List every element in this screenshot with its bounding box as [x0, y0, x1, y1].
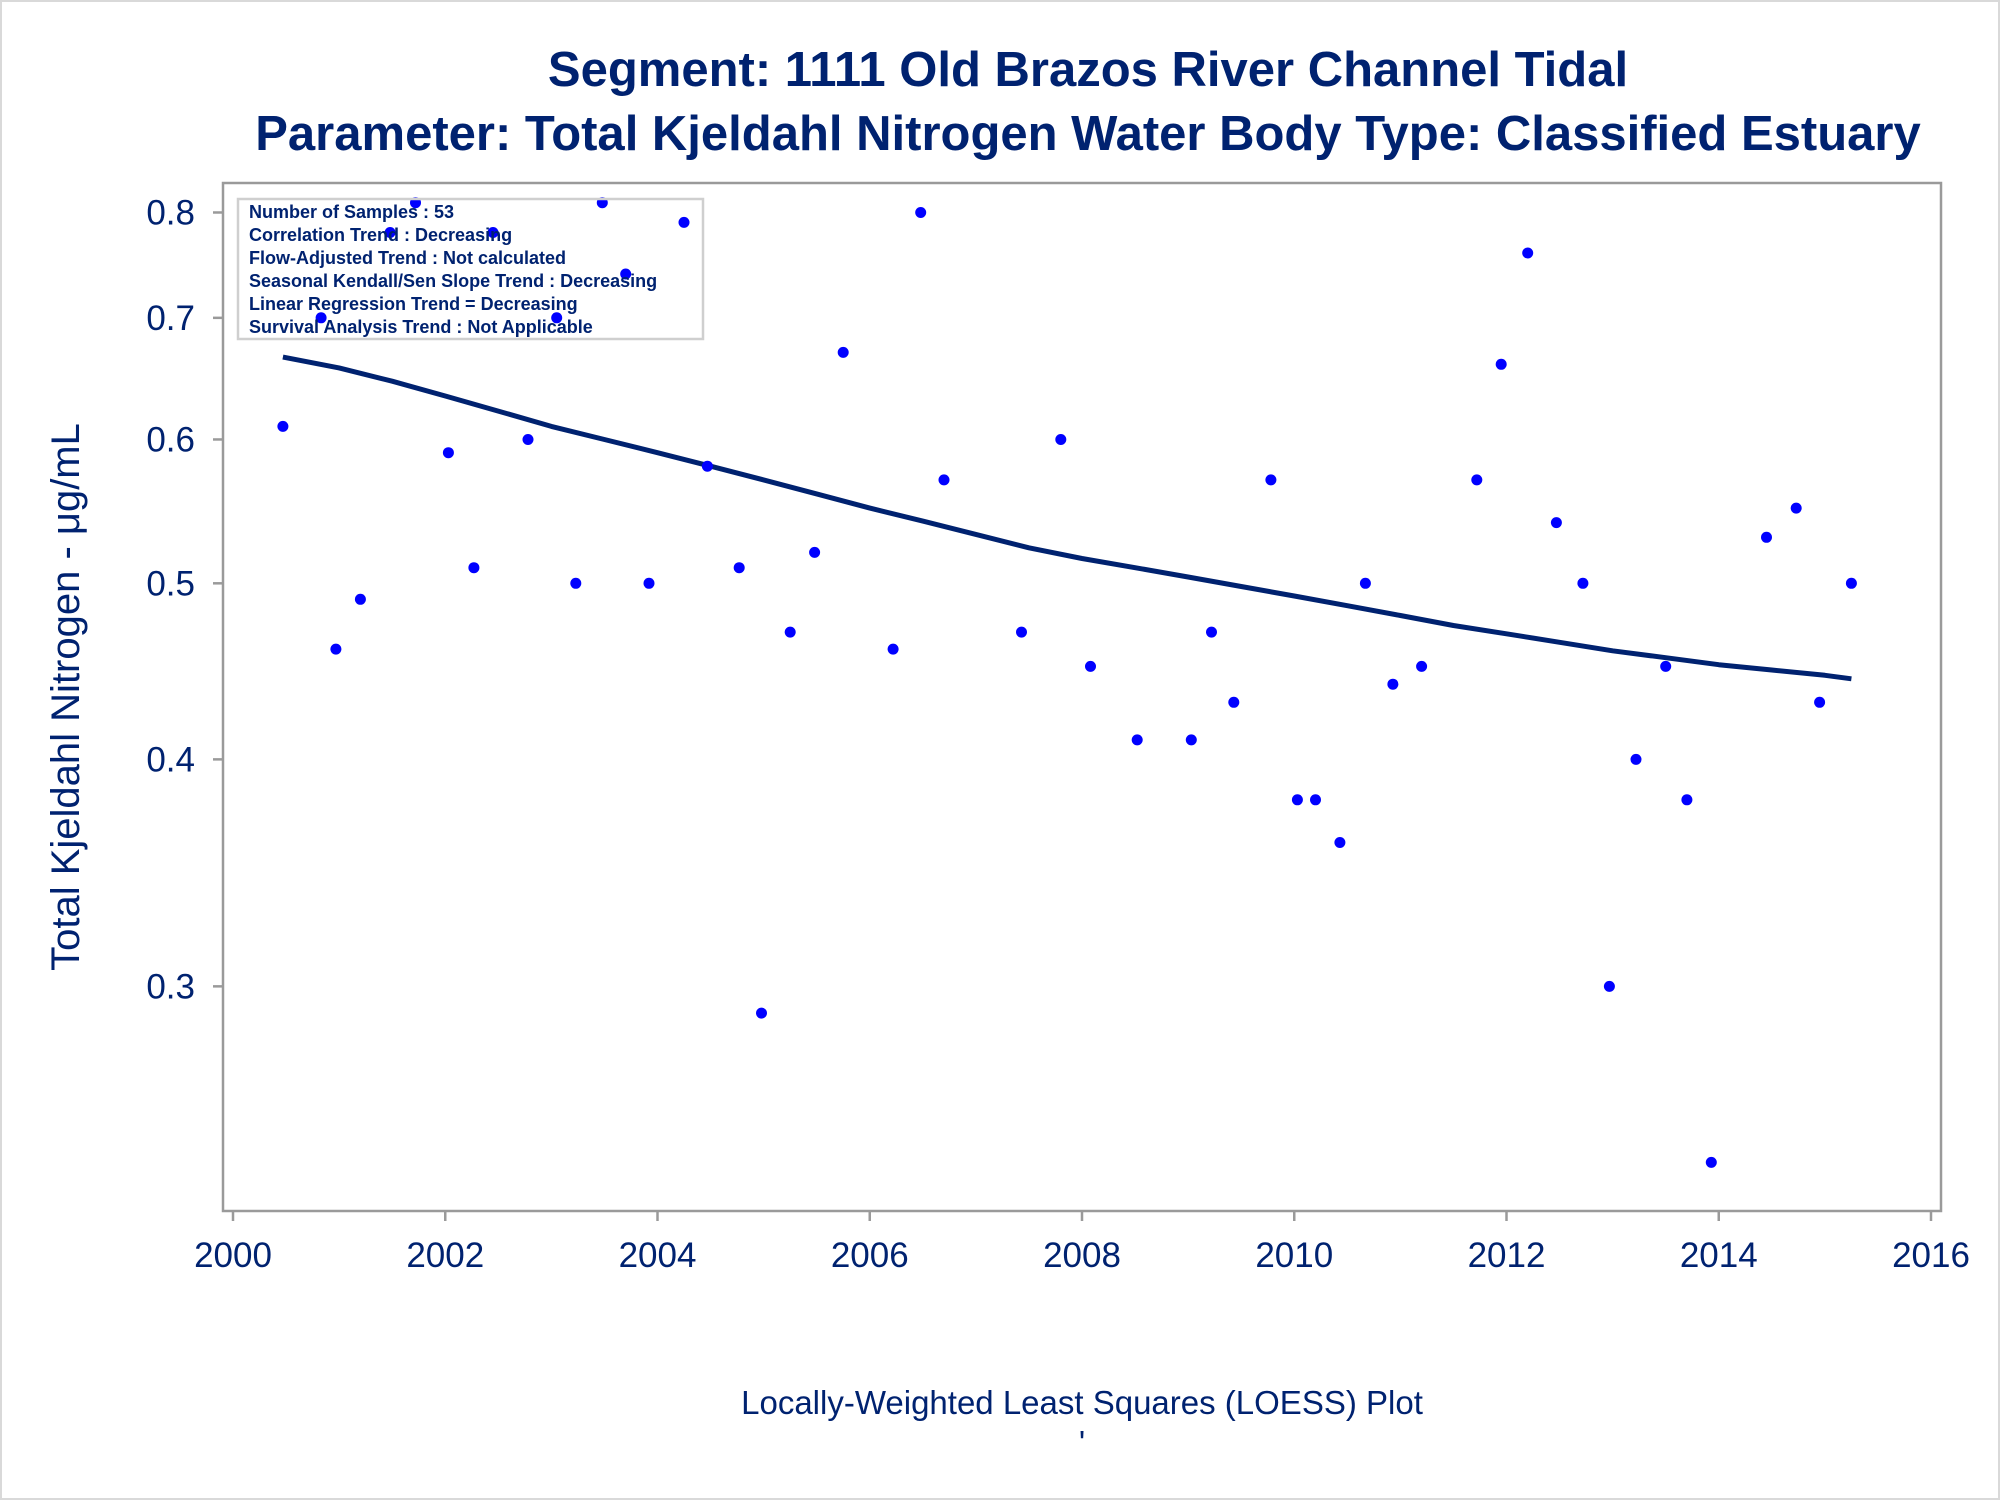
data-point: [1790, 502, 1802, 514]
data-point: [1131, 734, 1143, 746]
y-tick-label: 0.3: [146, 967, 195, 1006]
info-box-line: Number of Samples : 53: [249, 202, 454, 222]
data-point: [330, 643, 342, 655]
x-axis: 2000 2002 2004 2006 2008 2010 2012 2014 2016: [194, 1211, 1970, 1275]
data-point: [1016, 626, 1027, 638]
data-point: [1359, 577, 1371, 589]
data-point: [1550, 517, 1562, 529]
data-point: [1206, 626, 1217, 638]
data-point: [784, 626, 796, 638]
loess-curve: [282, 354, 1852, 682]
data-point: [522, 434, 534, 445]
data-point: [1814, 696, 1826, 708]
plot-area-frame: [221, 181, 1943, 1213]
data-point: [887, 643, 899, 655]
data-point: [938, 474, 950, 486]
data-point: [1577, 577, 1589, 589]
data-point: [809, 546, 821, 558]
data-point: [315, 312, 327, 324]
data-point: [1495, 358, 1507, 370]
data-point: [1291, 794, 1303, 806]
data-point: [1387, 678, 1399, 690]
y-tick-label: 0.5: [146, 564, 195, 603]
data-point: [277, 420, 289, 432]
data-point: [1603, 980, 1615, 992]
data-point: [1681, 794, 1693, 806]
data-point: [487, 227, 499, 238]
x-tick-label: 2016: [1892, 1236, 1970, 1275]
data-point: [442, 447, 454, 459]
data-point: [1630, 753, 1642, 765]
x-tick-label: 2010: [1255, 1236, 1333, 1275]
data-point: [643, 577, 655, 589]
data-point: [733, 562, 745, 574]
data-point: [1660, 660, 1672, 672]
y-axis: 0.3 0.4 0.5 0.6 0.7 0.8: [146, 193, 223, 1006]
data-point: [837, 346, 849, 358]
x-tick-label: 2014: [1680, 1236, 1758, 1275]
data-point: [1761, 531, 1772, 543]
data-point: [1705, 1156, 1717, 1168]
data-point: [1416, 660, 1428, 672]
x-tick-label: 2012: [1468, 1236, 1546, 1275]
data-point: [915, 207, 927, 218]
info-box-border: [236, 197, 705, 341]
y-tick-label: 0.6: [146, 420, 195, 459]
data-point: [1522, 247, 1534, 259]
y-tick-label: 0.7: [146, 299, 195, 338]
data-point: [1085, 660, 1096, 672]
info-box-line: Seasonal Kendall/Sen Slope Trend : Decre…: [249, 271, 657, 291]
y-tick-label: 0.8: [146, 193, 195, 232]
info-box-line: Survival Analysis Trend : Not Applicable: [249, 317, 593, 337]
x-tick-label: 2002: [406, 1236, 484, 1275]
x-tick-label: 2004: [619, 1236, 697, 1275]
chart-marks: [277, 197, 1857, 1168]
data-point: [620, 268, 632, 280]
data-point: [756, 1007, 767, 1019]
data-point: [1228, 696, 1240, 708]
y-axis-label: Total Kjeldahl Nitrogen - μg/mL: [44, 423, 88, 971]
info-box-line: Correlation Trend : Decreasing: [249, 225, 512, 245]
footnote-mark: ': [1079, 1424, 1085, 1461]
data-point: [468, 562, 480, 574]
data-point: [1310, 794, 1321, 806]
data-point: [384, 227, 396, 238]
x-tick-label: 2000: [194, 1236, 272, 1275]
chart-title: Segment: 1111 Old Brazos River Channel T…: [548, 43, 1628, 97]
data-point: [1055, 434, 1067, 445]
data-point: [701, 460, 713, 472]
data-point: [1265, 474, 1277, 486]
x-axis-label: Locally-Weighted Least Squares (LOESS) P…: [741, 1384, 1423, 1421]
x-tick-label: 2006: [831, 1236, 909, 1275]
info-box: Number of Samples : 53 Correlation Trend…: [236, 197, 705, 341]
data-point: [1185, 734, 1197, 746]
data-point: [354, 593, 366, 605]
y-tick-label: 0.4: [146, 740, 195, 779]
data-point: [1845, 577, 1857, 589]
data-point: [551, 312, 563, 324]
chart-subtitle: Parameter: Total Kjeldahl Nitrogen Water…: [255, 107, 1920, 161]
data-point: [1334, 837, 1346, 848]
info-box-line: Flow-Adjusted Trend : Not calculated: [249, 248, 566, 268]
data-point: [570, 577, 582, 589]
data-point: [678, 216, 690, 228]
info-box-line: Linear Regression Trend = Decreasing: [249, 294, 578, 314]
data-point: [1471, 474, 1483, 486]
x-tick-label: 2008: [1043, 1236, 1121, 1275]
